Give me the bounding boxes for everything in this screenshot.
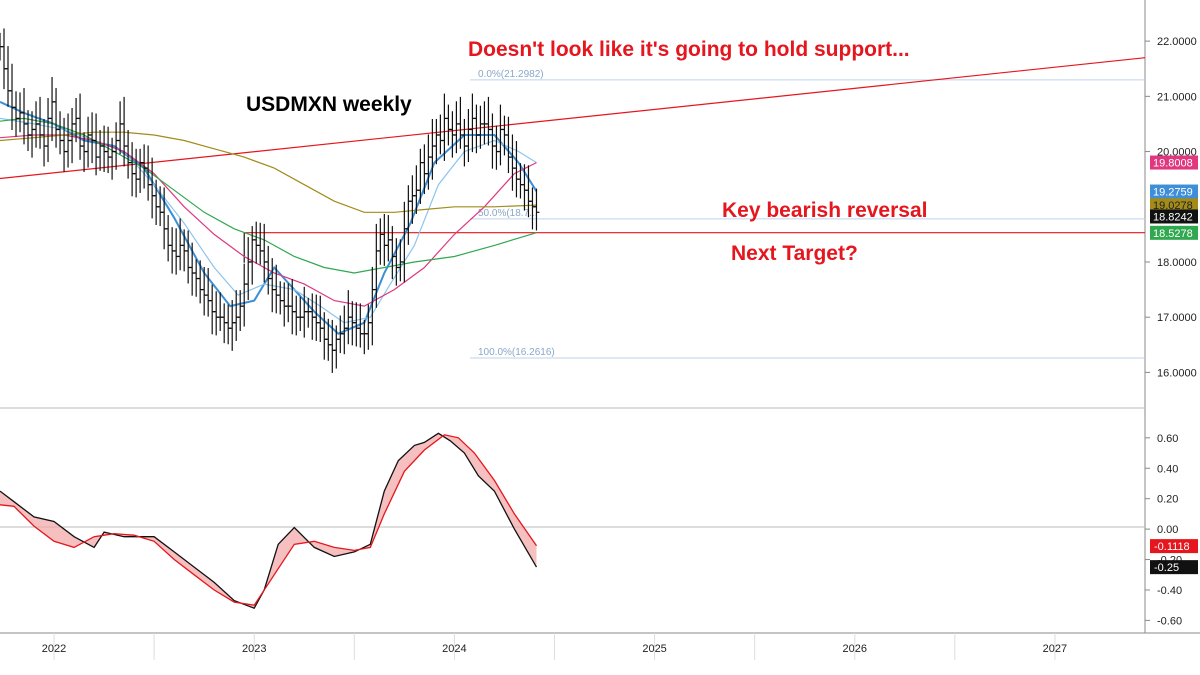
fib-label-0: 0.0%(21.2982)	[478, 69, 544, 80]
osc-badge	[1150, 539, 1198, 554]
fib-label-1: 50.0%(18.7...	[478, 208, 537, 219]
osc-badge	[1150, 560, 1198, 575]
price-badge	[1150, 198, 1198, 213]
time-axis: 2022 2023 2024 2025 2026 2027	[42, 633, 1067, 660]
price-tick-label: 18.0000	[1157, 257, 1197, 269]
price-badge	[1150, 209, 1198, 224]
price-badge	[1150, 184, 1198, 199]
price-badge	[1150, 155, 1198, 170]
oscillator-axis: 0.600.400.200.00-0.20-0.40-0.60-0.1118-0…	[1145, 433, 1198, 627]
osc-tick-label: -0.40	[1157, 585, 1182, 597]
osc-tick-label: 0.40	[1157, 463, 1178, 475]
price-badge-label: 19.2759	[1153, 187, 1193, 199]
osc-tick-label: 0.20	[1157, 494, 1178, 506]
fib-label-2: 100.0%(16.2616)	[478, 347, 555, 358]
price-tick-label: 22.0000	[1157, 36, 1197, 48]
oscillator-line-1	[0, 434, 538, 606]
fibonacci-levels: 0.0%(21.2982) 50.0%(18.7... 100.0%(16.2616…	[470, 69, 1145, 359]
price-tick-label: 16.0000	[1157, 367, 1197, 379]
oscillator	[0, 432, 538, 610]
price-tick-label: 17.0000	[1157, 312, 1197, 324]
osc-badge-label: -0.25	[1154, 562, 1179, 574]
chart-title: USDMXN weekly	[246, 93, 412, 116]
reversal-annotation: Key bearish reversal	[722, 199, 927, 222]
price-badge-label: 18.5278	[1153, 228, 1193, 240]
resistance-trendline	[0, 57, 1146, 180]
osc-tick-label: -0.60	[1157, 615, 1182, 627]
osc-badge-label: -0.1118	[1154, 541, 1190, 553]
price-badge-label: 19.8008	[1153, 158, 1193, 170]
price-badge-label: 19.0278	[1153, 200, 1193, 212]
price-badge-label: 18.8242	[1153, 211, 1193, 223]
price-bars	[0, 28, 540, 373]
target-annotation: Next Target?	[731, 242, 858, 265]
headline-annotation: Doesn't look like it's going to hold sup…	[468, 38, 910, 61]
price-badge	[1150, 225, 1198, 240]
price-axis: 22.000021.000020.000018.000017.000016.00…	[1145, 36, 1198, 379]
osc-tick-label: 0.60	[1157, 433, 1178, 445]
osc-tick-label: 0.00	[1157, 524, 1178, 536]
trendlines[interactable]	[0, 57, 1146, 263]
oscillator-line-0	[0, 432, 538, 610]
oscillator-fill	[0, 433, 537, 609]
price-tick-label: 21.0000	[1157, 91, 1197, 103]
moving-average-4	[0, 131, 537, 213]
